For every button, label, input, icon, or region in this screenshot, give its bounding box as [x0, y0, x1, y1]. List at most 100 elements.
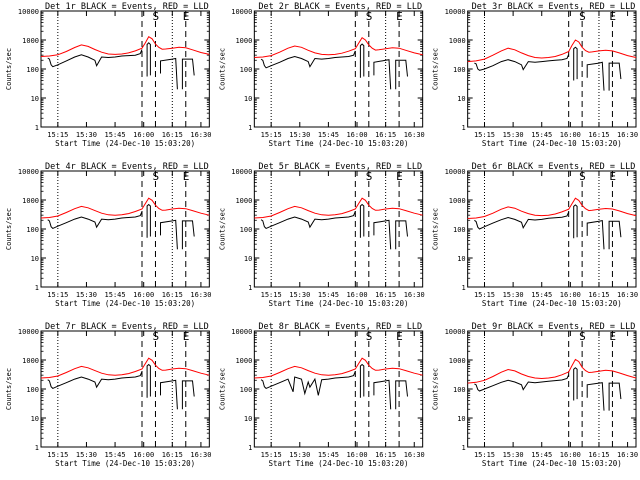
series-events-line [146, 42, 151, 77]
x-tick-label: 16:30 [190, 291, 211, 299]
marker-label-E: E [183, 10, 190, 23]
y-tick-label: 10000 [445, 328, 466, 336]
x-tick-label: 16:30 [190, 131, 211, 139]
series-lld-line [254, 36, 423, 58]
marker-label-E: E [183, 170, 190, 183]
x-tick-label: 15:15 [261, 131, 282, 139]
x-tick-label: 16:00 [346, 451, 367, 459]
y-axis-label: Counts/sec [218, 368, 226, 410]
y-tick-label: 10 [244, 255, 252, 263]
marker-label-S: S [366, 10, 373, 23]
x-tick-label: 16:30 [404, 451, 425, 459]
x-tick-label: 15:30 [503, 131, 524, 139]
y-tick-label: 10000 [18, 328, 39, 336]
plot-frame [253, 10, 424, 128]
series-events-line [359, 43, 365, 78]
series-lld-line [467, 197, 637, 219]
y-tick-label: 1 [248, 284, 252, 292]
y-tick-label: 10 [457, 415, 465, 423]
series-lld-line [40, 35, 210, 57]
series-events-line [373, 219, 392, 250]
plot-frame [253, 330, 424, 448]
marker-label-E: E [396, 170, 403, 183]
series-events-line [373, 59, 392, 90]
series-events-line [260, 371, 356, 396]
y-tick-label: 10 [457, 95, 465, 103]
plot-frame [467, 330, 637, 448]
marker-label-E: E [609, 330, 616, 343]
x-tick-label: 16:15 [588, 131, 609, 139]
y-tick-label: 100 [26, 226, 39, 234]
y-tick-label: 10 [31, 415, 39, 423]
x-tick-label: 16:30 [404, 291, 425, 299]
y-tick-label: 100 [453, 66, 466, 74]
marker-label-S: S [152, 170, 159, 183]
x-tick-label: 15:30 [76, 131, 97, 139]
marker-label-E: E [396, 330, 403, 343]
series-events-line [260, 211, 356, 229]
series-lld-line [40, 197, 210, 219]
y-axis-label: Counts/sec [5, 208, 13, 250]
y-tick-label: 100 [453, 226, 466, 234]
series-lld-line [254, 197, 423, 219]
panel-title: Det 2r BLACK = Events, RED = LLD [258, 2, 422, 12]
panel-det-5: Det 5r BLACK = Events, RED = LLD 1 10 100 10… [218, 162, 424, 308]
panel-title: Det 4r BLACK = Events, RED = LLD [45, 162, 209, 172]
series-events-line [359, 363, 365, 398]
x-tick-label: 15:30 [289, 131, 310, 139]
x-tick-label: 15:15 [474, 131, 495, 139]
series-events-line [260, 50, 356, 69]
series-lld-line [40, 357, 210, 379]
series-events-line [395, 220, 408, 250]
x-tick-label: 16:15 [375, 291, 396, 299]
x-tick-label: 16:00 [133, 451, 154, 459]
panel-det-3: Det 3r BLACK = Events, RED = LLD 1 10 100 10… [432, 2, 638, 148]
x-tick-label: 15:30 [76, 291, 97, 299]
x-tick-label: 15:30 [503, 451, 524, 459]
x-tick-label: 15:45 [531, 451, 552, 459]
series-events-line [586, 219, 605, 250]
x-tick-label: 15:45 [318, 291, 339, 299]
y-tick-label: 1000 [235, 37, 252, 45]
x-tick-label: 16:00 [133, 291, 154, 299]
y-tick-label: 1 [248, 444, 252, 452]
series-events-line [47, 371, 143, 389]
series-events-line [586, 382, 605, 411]
x-tick-label: 15:15 [47, 451, 68, 459]
x-tick-label: 16:00 [346, 131, 367, 139]
panel-title: Det 6r BLACK = Events, RED = LLD [472, 162, 636, 172]
panel-title: Det 8r BLACK = Events, RED = LLD [258, 322, 422, 332]
x-tick-label: 16:15 [162, 451, 183, 459]
panel-title: Det 1r BLACK = Events, RED = LLD [45, 2, 209, 12]
panel-title: Det 7r BLACK = Events, RED = LLD [45, 322, 209, 332]
series-events-line [573, 204, 578, 239]
y-axis-label: Counts/sec [5, 48, 13, 90]
y-tick-label: 10 [31, 95, 39, 103]
y-tick-label: 1000 [449, 357, 466, 365]
series-events-line [608, 220, 622, 250]
marker-label-S: S [579, 170, 586, 183]
x-axis-label: Start Time (24-Dec-10 15:03:20) [55, 139, 195, 148]
x-tick-label: 15:30 [289, 451, 310, 459]
x-tick-label: 15:15 [47, 131, 68, 139]
series-events-line [573, 46, 578, 81]
x-tick-label: 16:30 [617, 131, 638, 139]
y-tick-label: 1000 [449, 197, 466, 205]
y-tick-label: 100 [453, 386, 466, 394]
panel-title: Det 5r BLACK = Events, RED = LLD [258, 162, 422, 172]
marker-label-E: E [183, 330, 190, 343]
y-tick-label: 1000 [449, 37, 466, 45]
y-tick-label: 1 [461, 124, 465, 132]
x-tick-label: 16:30 [404, 131, 425, 139]
plot-frame [253, 170, 424, 288]
series-events-line [181, 380, 195, 410]
y-axis-label: Counts/sec [218, 208, 226, 250]
y-tick-label: 1 [248, 124, 252, 132]
x-axis-label: Start Time (24-Dec-10 15:03:20) [482, 299, 622, 308]
y-axis-label: Counts/sec [5, 368, 13, 410]
x-tick-label: 16:15 [162, 131, 183, 139]
y-tick-label: 100 [26, 386, 39, 394]
series-events-line [395, 59, 408, 90]
